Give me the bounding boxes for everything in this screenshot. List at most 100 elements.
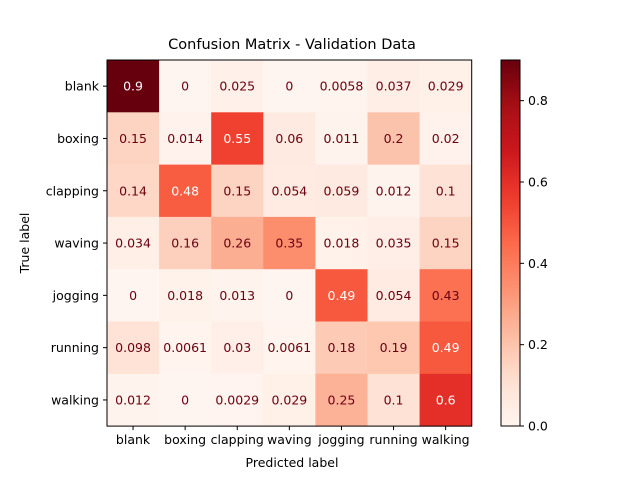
heatmap-cells: 0.9 0 0.025 0 0.0058 0.037 0.029 0.15 0.014 0.55 0… xyxy=(106,59,473,427)
heatmap-cell xyxy=(419,60,473,113)
cell-value-label: 0.43 xyxy=(432,288,460,303)
heatmap-cell xyxy=(315,216,368,270)
colorbar-gradient xyxy=(500,59,521,427)
cell-value-label: 0.15 xyxy=(119,131,147,146)
heatmap-cell xyxy=(159,216,212,270)
cell-value-label: 0 xyxy=(181,79,189,94)
cell-value-label: 0.35 xyxy=(275,236,303,251)
heatmap-cell xyxy=(211,112,264,166)
heatmap-cell xyxy=(367,112,421,166)
cell-value-label: 0.012 xyxy=(115,392,151,407)
heatmap-cell xyxy=(107,321,160,375)
cell-value-label: 0.098 xyxy=(115,340,151,355)
heatmap-cell xyxy=(159,112,212,166)
heatmap-cell xyxy=(159,269,212,322)
cell-value-label: 0.1 xyxy=(436,183,456,198)
cell-value-label: 0.9 xyxy=(123,79,143,94)
cell-value-label: 0.14 xyxy=(119,183,147,198)
heatmap-cell xyxy=(315,60,368,113)
cell-value-label: 0.0058 xyxy=(320,79,364,94)
cell-value-label: 0.0061 xyxy=(267,340,311,355)
cell-value-label: 0.029 xyxy=(428,79,464,94)
x-axis-ticks: blank boxing clapping waving jogging running w… xyxy=(116,426,470,447)
heatmap-cell xyxy=(211,269,264,322)
heatmap-cell xyxy=(419,321,473,375)
cell-value-label: 0.16 xyxy=(171,236,199,251)
cell-value-label: 0.035 xyxy=(376,236,412,251)
cell-value-label: 0.2 xyxy=(384,131,404,146)
heatmap-cell xyxy=(159,373,212,427)
cell-value-label: 0.15 xyxy=(432,236,460,251)
heatmap-cell xyxy=(367,216,421,270)
colorbar-tick-label: 0.2 xyxy=(528,337,548,352)
heatmap-cell xyxy=(107,60,160,113)
cell-value-label: 0.013 xyxy=(219,288,255,303)
heatmap-cell xyxy=(315,112,368,166)
heatmap-cell xyxy=(263,373,316,427)
x-tick-label: boxing xyxy=(164,432,206,447)
cell-value-label: 0.19 xyxy=(380,340,408,355)
y-tick-label: waving xyxy=(54,236,99,251)
cell-value-label: 0.0029 xyxy=(215,392,259,407)
heatmap-cell xyxy=(367,373,421,427)
cell-value-label: 0.18 xyxy=(328,340,356,355)
cell-value-label: 0.48 xyxy=(171,183,199,198)
heatmap-cell xyxy=(419,269,473,322)
heatmap-cell xyxy=(367,269,421,322)
cell-value-label: 0.012 xyxy=(376,183,412,198)
cell-value-label: 0.49 xyxy=(328,288,356,303)
heatmap-cell xyxy=(211,216,264,270)
cell-value-label: 0.25 xyxy=(328,392,356,407)
cell-value-label: 0 xyxy=(129,288,137,303)
heatmap-cell xyxy=(107,373,160,427)
chart-title: Confusion Matrix - Validation Data xyxy=(168,37,416,53)
cell-value-label: 0.15 xyxy=(223,183,251,198)
cell-value-label: 0.018 xyxy=(167,288,203,303)
heatmap-cell xyxy=(367,164,421,218)
y-tick-label: jogging xyxy=(52,288,99,303)
y-tick-label: running xyxy=(51,340,99,355)
cell-value-label: 0.6 xyxy=(436,392,456,407)
heatmap-cell xyxy=(211,373,264,427)
heatmap-cell xyxy=(263,216,316,270)
cell-value-label: 0.26 xyxy=(223,236,251,251)
heatmap-cell xyxy=(367,321,421,375)
colorbar-tick-label: 0.0 xyxy=(528,419,548,434)
y-tick-label: walking xyxy=(51,392,99,407)
cell-value-label: 0.018 xyxy=(324,236,360,251)
cell-value-label: 0.054 xyxy=(271,183,307,198)
heatmap-cell xyxy=(419,164,473,218)
cell-value-label: 0.054 xyxy=(376,288,412,303)
heatmap-cell xyxy=(263,60,316,113)
cell-value-label: 0.06 xyxy=(275,131,303,146)
x-tick-label: blank xyxy=(116,432,151,447)
x-axis-label: Predicted label xyxy=(246,455,339,470)
cell-value-label: 0.025 xyxy=(219,79,255,94)
cell-value-label: 0.014 xyxy=(167,131,203,146)
heatmap-cell xyxy=(419,216,473,270)
cell-value-label: 0.02 xyxy=(432,131,460,146)
colorbar-tick-label: 0.6 xyxy=(528,175,548,190)
cell-value-label: 0 xyxy=(181,392,189,407)
x-tick-label: jogging xyxy=(317,432,364,447)
y-tick-label: clapping xyxy=(46,183,99,198)
colorbar: 0.0 0.2 0.4 0.6 0.8 xyxy=(500,59,548,434)
cell-value-label: 0.1 xyxy=(384,392,404,407)
x-tick-label: clapping xyxy=(211,432,264,447)
heatmap-cell xyxy=(263,321,316,375)
cell-value-label: 0.49 xyxy=(432,340,460,355)
cell-value-label: 0.059 xyxy=(324,183,360,198)
heatmap-cell xyxy=(315,164,368,218)
cell-value-label: 0.029 xyxy=(271,392,307,407)
y-tick-label: blank xyxy=(65,79,100,94)
cell-value-label: 0.037 xyxy=(376,79,412,94)
heatmap-cell xyxy=(419,112,473,166)
y-tick-label: boxing xyxy=(57,131,99,146)
y-axis-label: True label xyxy=(17,213,32,275)
cell-value-label: 0 xyxy=(285,288,293,303)
heatmap-cell xyxy=(159,60,212,113)
heatmap-cell xyxy=(315,373,368,427)
y-axis-ticks: blank boxing clapping waving jogging running w… xyxy=(46,79,107,407)
heatmap-cell xyxy=(159,321,212,375)
heatmap-cell xyxy=(107,112,160,166)
